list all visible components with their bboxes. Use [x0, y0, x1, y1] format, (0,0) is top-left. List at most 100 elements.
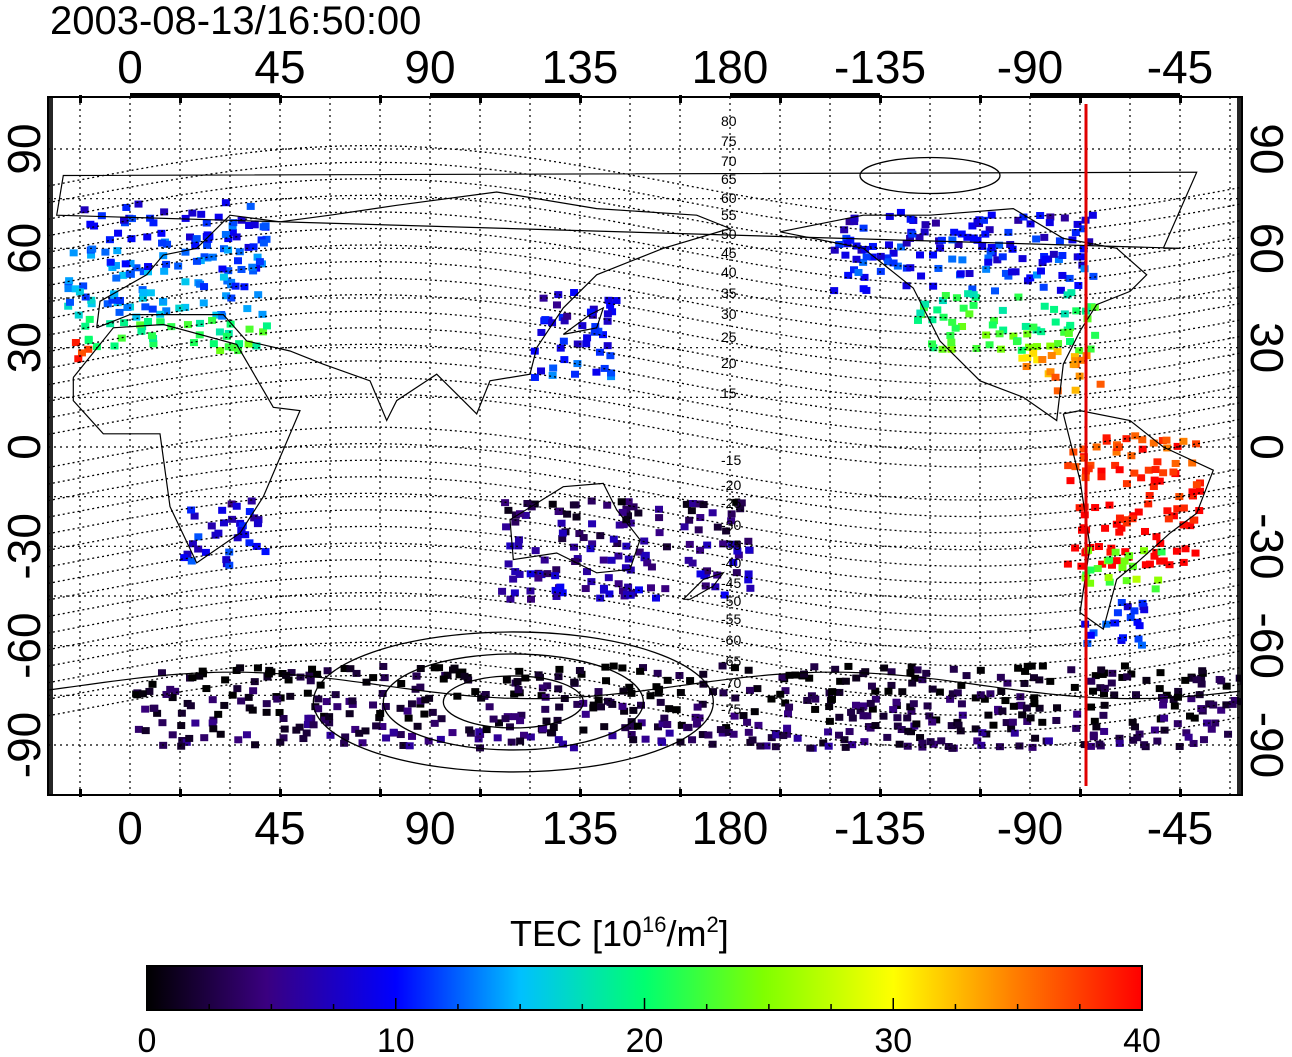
tec-cell	[603, 317, 612, 325]
contour-label: 15	[721, 385, 737, 401]
contour-label: -50	[721, 593, 741, 609]
tec-cell	[629, 706, 638, 714]
tec-cell	[929, 251, 938, 259]
tec-cell	[614, 580, 623, 588]
tec-cell	[727, 510, 736, 518]
tec-cell	[884, 687, 893, 695]
tec-cell	[543, 682, 552, 690]
tec-cell	[1192, 676, 1201, 684]
tec-cell	[1155, 477, 1164, 485]
tec-cell	[655, 529, 664, 537]
tec-cell	[730, 664, 739, 672]
tec-cell	[889, 249, 898, 257]
tec-cell	[709, 688, 718, 696]
tec-cell	[879, 712, 888, 720]
tec-cell	[554, 291, 563, 299]
contour-line	[48, 145, 1242, 220]
tec-cell	[1123, 673, 1132, 681]
tec-cell	[1086, 742, 1095, 750]
tec-cell	[482, 726, 491, 734]
contour-label: 60	[721, 190, 737, 206]
frame-tick	[479, 95, 482, 103]
tec-cell	[859, 712, 868, 720]
tec-cell	[1056, 286, 1065, 294]
tec-cell	[351, 725, 360, 733]
tec-cell	[514, 686, 523, 694]
right-latitude-label: -90	[1241, 712, 1292, 778]
tec-cell	[998, 707, 1007, 715]
contour-line	[48, 343, 1242, 418]
tec-cell	[1195, 507, 1204, 515]
tec-cell	[228, 344, 237, 352]
tec-cell	[81, 322, 90, 330]
contour-line	[48, 641, 1242, 716]
tec-cell	[465, 726, 474, 734]
tec-cell	[75, 288, 84, 296]
tec-cell	[938, 345, 947, 353]
tec-cell	[687, 507, 696, 515]
colorbar-tick-label: 30	[874, 1022, 912, 1057]
contour-label: -70	[721, 675, 741, 691]
tec-cell	[1091, 504, 1100, 512]
tec-cell	[1169, 468, 1178, 476]
tec-cell	[727, 540, 736, 548]
tec-cell	[1071, 229, 1080, 237]
tec-cell	[906, 234, 915, 242]
tec-cell	[262, 235, 271, 243]
tec-cell	[978, 242, 987, 250]
tec-cell	[326, 731, 335, 739]
tec-cell	[663, 721, 672, 729]
tec-cell	[71, 285, 80, 293]
tec-cell	[1133, 734, 1142, 742]
tec-cell	[177, 709, 186, 717]
tec-cell	[115, 296, 124, 304]
tec-cell	[195, 672, 204, 680]
tec-cell	[188, 674, 197, 682]
tec-cell	[175, 304, 184, 312]
tec-cell	[224, 235, 233, 243]
pole-contour	[382, 653, 644, 751]
tec-cell	[997, 687, 1006, 695]
frame-bar	[730, 93, 880, 98]
tec-cell	[502, 523, 511, 531]
tec-cell	[1023, 330, 1032, 338]
tec-cell	[604, 574, 613, 582]
tec-cell	[430, 719, 439, 727]
tec-cell	[1169, 695, 1178, 703]
tec-cell	[861, 668, 870, 676]
tec-cell	[579, 534, 588, 542]
tec-cell	[918, 743, 927, 751]
tec-cell	[103, 300, 112, 308]
tec-cell	[557, 519, 566, 527]
tec-cell	[851, 701, 860, 709]
tec-cell	[859, 224, 868, 232]
tec-cell	[1072, 307, 1081, 315]
tec-cell	[691, 713, 700, 721]
tec-cell	[732, 540, 741, 548]
tec-cell	[404, 714, 413, 722]
tec-cell	[998, 253, 1007, 261]
tec-cell	[893, 714, 902, 722]
tec-cell	[635, 548, 644, 556]
tec-cell	[1066, 477, 1075, 485]
tec-cell	[340, 665, 349, 673]
tec-cell	[187, 557, 196, 565]
contour-line	[48, 426, 1242, 501]
tec-cell	[157, 229, 166, 237]
tec-cell	[1073, 220, 1082, 228]
tec-cell	[474, 735, 483, 743]
tec-cell	[880, 664, 889, 672]
tec-cell	[511, 568, 520, 576]
tec-cell	[696, 570, 705, 578]
tec-cell	[526, 570, 535, 578]
tec-cell	[435, 664, 444, 672]
tec-cell	[505, 723, 514, 731]
tec-cell	[1085, 238, 1094, 246]
tec-cell	[947, 345, 956, 353]
tec-cell	[719, 540, 728, 548]
tec-cell	[791, 671, 800, 679]
tec-cell	[854, 268, 863, 276]
tec-cell	[1087, 677, 1096, 685]
